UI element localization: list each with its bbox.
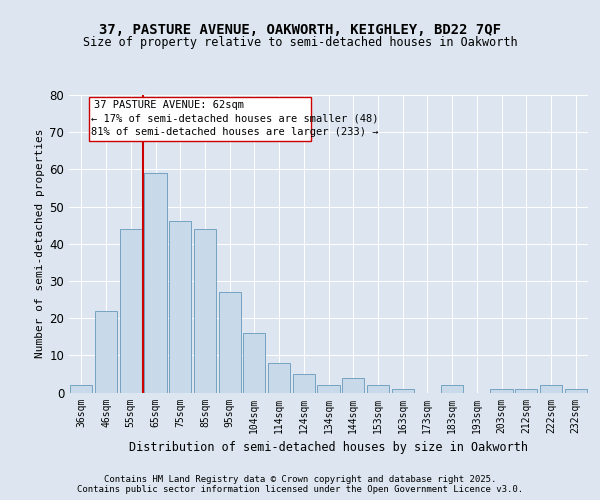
- Bar: [293, 374, 315, 392]
- Bar: [243, 333, 265, 392]
- Bar: [194, 229, 216, 392]
- Bar: [317, 385, 340, 392]
- Text: 37 PASTURE AVENUE: 62sqm: 37 PASTURE AVENUE: 62sqm: [94, 100, 244, 110]
- Text: Contains public sector information licensed under the Open Government Licence v3: Contains public sector information licen…: [77, 485, 523, 494]
- Bar: [392, 389, 414, 392]
- Text: 37, PASTURE AVENUE, OAKWORTH, KEIGHLEY, BD22 7QF: 37, PASTURE AVENUE, OAKWORTH, KEIGHLEY, …: [99, 22, 501, 36]
- Text: Size of property relative to semi-detached houses in Oakworth: Size of property relative to semi-detach…: [83, 36, 517, 49]
- Bar: [145, 173, 167, 392]
- FancyBboxPatch shape: [89, 97, 311, 142]
- Bar: [367, 385, 389, 392]
- Text: ← 17% of semi-detached houses are smaller (48): ← 17% of semi-detached houses are smalle…: [91, 114, 379, 124]
- Bar: [441, 385, 463, 392]
- Bar: [515, 389, 538, 392]
- Bar: [70, 385, 92, 392]
- Bar: [218, 292, 241, 392]
- Y-axis label: Number of semi-detached properties: Number of semi-detached properties: [35, 129, 45, 358]
- Text: 81% of semi-detached houses are larger (233) →: 81% of semi-detached houses are larger (…: [91, 128, 379, 138]
- Bar: [169, 222, 191, 392]
- Bar: [342, 378, 364, 392]
- X-axis label: Distribution of semi-detached houses by size in Oakworth: Distribution of semi-detached houses by …: [129, 441, 528, 454]
- Bar: [565, 389, 587, 392]
- Bar: [268, 363, 290, 392]
- Bar: [540, 385, 562, 392]
- Bar: [119, 229, 142, 392]
- Bar: [490, 389, 512, 392]
- Text: Contains HM Land Registry data © Crown copyright and database right 2025.: Contains HM Land Registry data © Crown c…: [104, 475, 496, 484]
- Bar: [95, 310, 117, 392]
